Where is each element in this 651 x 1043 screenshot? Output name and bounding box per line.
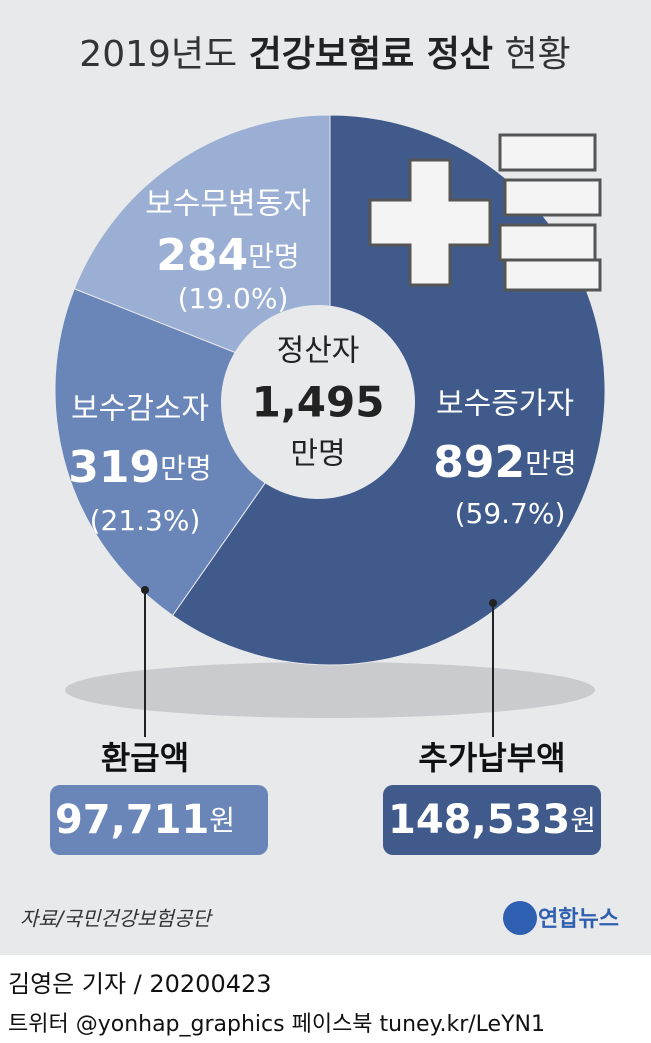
center-top: 정산자 bbox=[277, 334, 360, 369]
amount-text: 97,711원 bbox=[55, 797, 235, 843]
center-unit: 만명 bbox=[290, 437, 345, 472]
slice-percent: (19.0%) bbox=[178, 282, 289, 315]
count-value: 892 bbox=[433, 437, 525, 488]
center-circle bbox=[221, 305, 415, 499]
slice-percent: (59.7%) bbox=[455, 497, 566, 530]
connector-dot bbox=[489, 599, 497, 607]
title-suffix: 현황 bbox=[504, 34, 570, 75]
slice-name: 보수증가자 bbox=[436, 387, 574, 422]
count-value: 284 bbox=[156, 230, 248, 281]
count-value: 319 bbox=[68, 442, 160, 493]
source: 자료/국민건강보험공단 bbox=[20, 907, 213, 931]
icon bbox=[368, 133, 602, 292]
amount-unit: 원 bbox=[570, 804, 596, 837]
pie-shadow bbox=[65, 662, 595, 718]
slice-percent: (21.3%) bbox=[90, 504, 201, 537]
footer-background bbox=[0, 955, 651, 1043]
amount-label: 추가납부액 bbox=[418, 739, 565, 777]
slice-name: 보수감소자 bbox=[71, 392, 209, 427]
amount-label: 환급액 bbox=[101, 739, 189, 777]
slice-name: 보수무변동자 bbox=[145, 187, 311, 222]
connector-dot bbox=[141, 586, 149, 594]
slice-count: 892만명 bbox=[433, 437, 576, 488]
slice-count: 284만명 bbox=[156, 230, 299, 281]
credit: 김영은 기자 / 20200423 bbox=[8, 970, 272, 998]
footer: 트위터 @yonhap_graphics 페이스북 tuney.kr/LeYN1 bbox=[8, 1012, 545, 1037]
chart-title: 2019년도 건강보험료 정산 현황 bbox=[79, 34, 570, 75]
title-prefix: 2019년도 bbox=[79, 34, 237, 75]
center-number: 1,495 bbox=[252, 378, 385, 427]
amount-value: 97,711 bbox=[55, 797, 209, 843]
count-unit: 만명 bbox=[525, 447, 577, 480]
amount-text: 148,533원 bbox=[388, 797, 596, 843]
amount-value: 148,533 bbox=[388, 797, 570, 843]
logo: 연합뉴스 bbox=[538, 906, 619, 932]
amount-unit: 원 bbox=[209, 804, 235, 837]
count-unit: 만명 bbox=[160, 452, 212, 485]
amount-box bbox=[383, 785, 601, 855]
count-unit: 만명 bbox=[248, 240, 300, 273]
logo-mark bbox=[503, 901, 537, 935]
title-bold: 건강보험료 정산 bbox=[249, 34, 493, 75]
amount-box bbox=[50, 785, 268, 855]
slice-count: 319만명 bbox=[68, 442, 211, 493]
